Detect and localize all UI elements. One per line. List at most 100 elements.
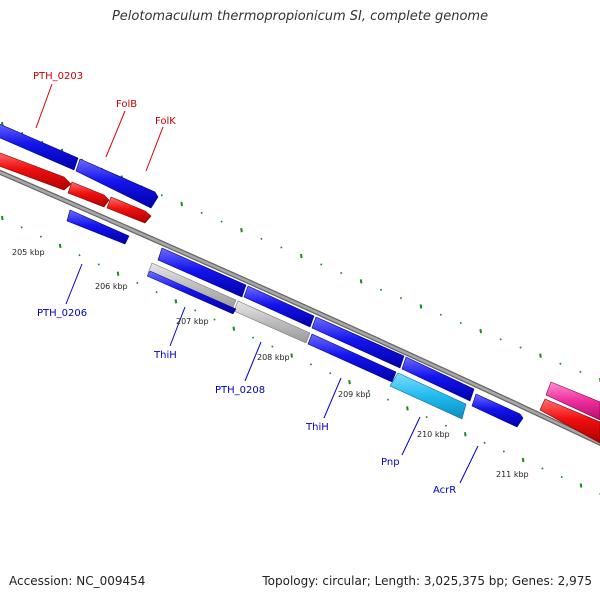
tick-mark — [220, 220, 223, 223]
tick-mark — [20, 226, 23, 229]
tick-mark — [1, 215, 4, 221]
tick-mark — [560, 475, 563, 479]
gene-label-callouts — [35, 83, 479, 484]
cds-forward — [157, 247, 247, 298]
gene-label: PTH_0203 — [33, 71, 83, 82]
tick-mark — [240, 228, 243, 233]
reverse-cds-track — [0, 152, 600, 444]
cds-reverse — [0, 152, 72, 191]
tick-mark — [479, 329, 482, 334]
gene-label: PTH_0208 — [215, 385, 265, 396]
scale-label: 206 kbp — [95, 282, 128, 291]
tick-mark — [78, 254, 81, 257]
gene-label: AcrR — [433, 485, 456, 496]
map-title: Pelotomaculum thermopropionicum SI, comp… — [111, 9, 489, 24]
cds-forward — [146, 270, 237, 315]
tick-mark — [348, 379, 351, 385]
forward-cds-outer-track — [0, 123, 159, 209]
gene-label: ThiH — [305, 422, 329, 433]
feature-cyan — [389, 372, 467, 420]
tick-mark — [387, 398, 390, 401]
tick-mark — [340, 271, 343, 275]
tick-mark — [300, 253, 303, 259]
cds-reverse — [539, 398, 600, 444]
tick-mark — [439, 313, 442, 316]
tick-mark — [155, 291, 158, 294]
cds-forward — [311, 316, 405, 369]
cds-forward — [307, 333, 397, 383]
cds-forward — [401, 356, 475, 402]
gene-labels: PTH_0203 FolB FolK PTH_0206 ThiH PTH_020… — [33, 71, 456, 496]
accession-text: Accession: NC_009454 — [9, 574, 146, 588]
cds-reverse — [106, 196, 152, 224]
tick-mark — [136, 281, 139, 285]
cds-reverse — [67, 181, 110, 208]
tick-mark — [463, 432, 467, 437]
gene-label: ThiH — [153, 350, 177, 361]
genome-summary-text: Topology: circular; Length: 3,025,375 bp… — [262, 574, 592, 588]
tick-mark — [521, 457, 525, 463]
tick-mark — [329, 372, 332, 375]
pink-feature-track — [545, 381, 600, 421]
tick-mark — [425, 415, 428, 419]
tick-mark — [21, 131, 24, 135]
scale-label: 207 kbp — [176, 317, 209, 326]
gene-label: PTH_0206 — [37, 308, 87, 319]
tick-mark — [280, 246, 283, 249]
scale-label: 209 kbp — [338, 390, 371, 399]
tick-mark — [160, 194, 163, 197]
tick-mark — [419, 304, 423, 309]
scale-label: 210 kbp — [417, 430, 450, 439]
genome-backbone — [0, 169, 600, 447]
tick-mark — [213, 318, 216, 321]
tick-mark — [367, 389, 370, 392]
scale-label: 208 kbp — [257, 353, 290, 362]
tick-mark — [39, 235, 42, 238]
tick-mark — [174, 299, 178, 304]
tick-mark — [320, 263, 323, 266]
tick-mark — [502, 450, 505, 453]
tick-mark — [541, 467, 544, 470]
tick-mark — [200, 211, 203, 214]
scale-labels: 205 kbp 206 kbp 207 kbp 208 kbp 209 kbp … — [12, 248, 529, 479]
tick-mark — [444, 424, 448, 427]
feature-pink — [545, 381, 600, 421]
tick-mark — [499, 338, 502, 341]
forward-cds-lower-track — [66, 209, 524, 428]
tick-mark — [579, 370, 582, 373]
tick-mark — [459, 321, 462, 325]
tick-mark — [309, 363, 312, 366]
cds-forward — [75, 158, 159, 209]
tick-mark — [260, 237, 263, 240]
cds-forward — [471, 393, 524, 428]
tick-mark — [271, 345, 274, 348]
cds-forward — [243, 285, 315, 328]
tick-mark — [579, 483, 583, 488]
tick-mark — [559, 362, 562, 365]
tick-mark — [359, 279, 363, 284]
tick-mark — [406, 406, 409, 411]
cds-forward — [66, 209, 130, 245]
feature-gray — [233, 300, 311, 344]
tick-mark — [290, 353, 293, 358]
tick-mark — [232, 326, 236, 331]
cds-forward — [0, 123, 79, 171]
tick-mark — [399, 297, 403, 300]
tick-mark — [180, 201, 183, 207]
tick-mark — [539, 353, 542, 358]
tick-mark — [483, 441, 486, 444]
tick-mark — [519, 346, 522, 349]
tick-mark — [252, 336, 255, 339]
gene-label: FolB — [116, 99, 137, 110]
tick-mark — [194, 309, 197, 312]
tick-mark — [116, 271, 120, 276]
scale-label: 211 kbp — [496, 470, 529, 479]
tick-mark — [58, 243, 62, 249]
scale-label: 205 kbp — [12, 248, 45, 257]
mixed-feature-track — [146, 262, 467, 420]
gene-label: Pnp — [381, 457, 400, 468]
tick-mark — [379, 288, 383, 291]
tick-mark — [97, 263, 100, 266]
gene-label: FolK — [155, 116, 176, 127]
